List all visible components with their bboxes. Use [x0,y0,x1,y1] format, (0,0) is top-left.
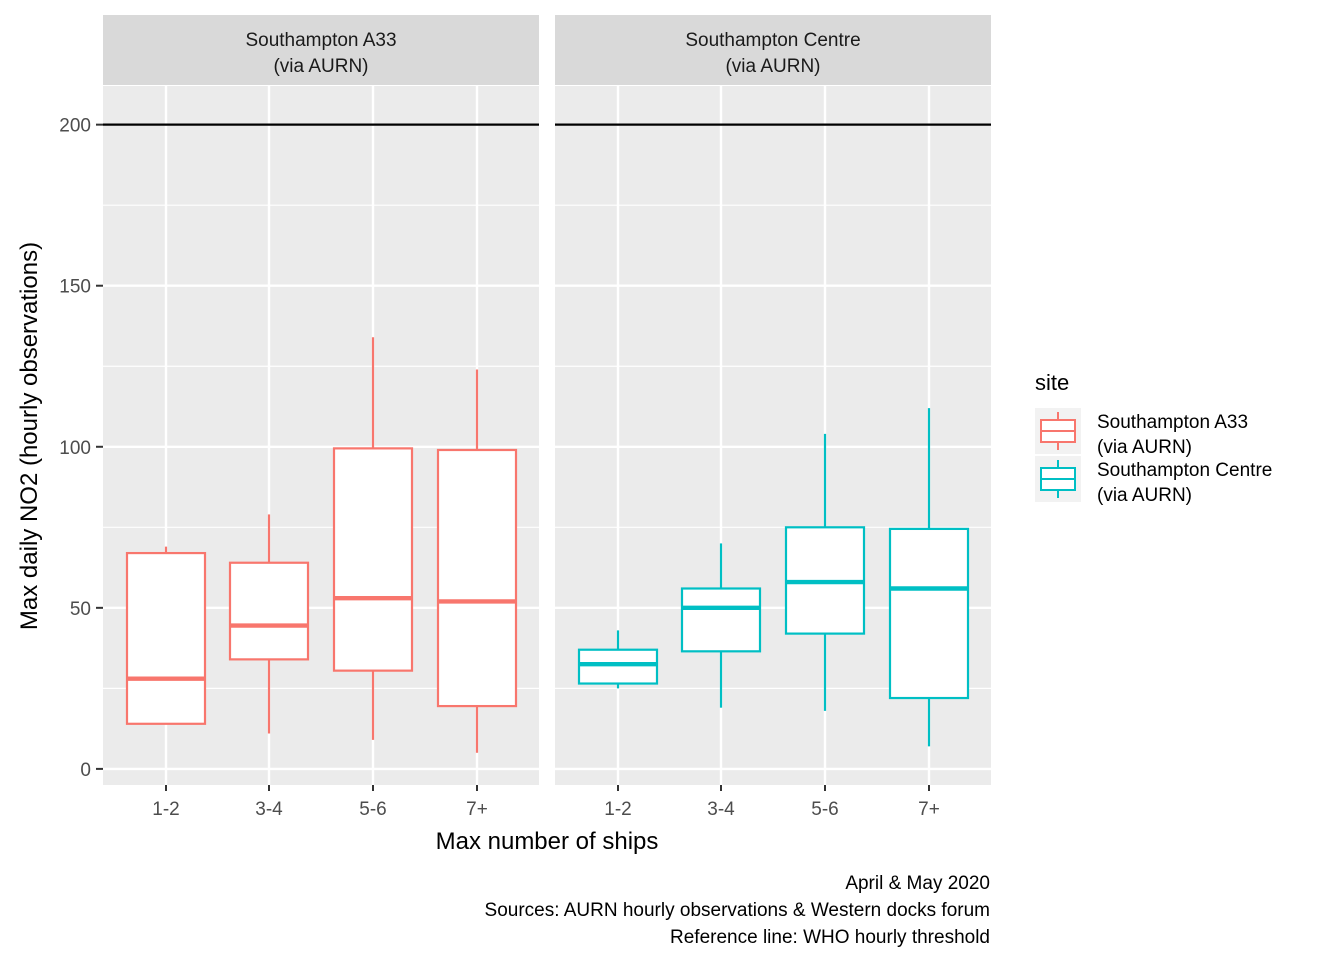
strip-label-line2: (via AURN) [725,56,820,77]
x-tick-label: 7+ [466,799,488,820]
legend: site Southampton A33(via AURN)Southampto… [1035,370,1272,506]
legend-label-line1: Southampton A33 [1097,412,1248,433]
x-tick-label: 5-6 [811,799,838,820]
legend-title: site [1035,370,1069,395]
caption-line: Sources: AURN hourly observations & West… [485,900,990,921]
x-tick-label: 3-4 [255,799,283,820]
y-tick-label: 150 [59,277,91,298]
y-tick-label: 100 [59,438,91,459]
x-tick-label: 7+ [918,799,940,820]
y-tick-label: 200 [59,116,91,137]
legend-label-line2: (via AURN) [1097,437,1192,458]
facet-panel: 1-2 3-4 5-6 7+ Southampton A33 (via AURN) [103,15,539,820]
strip-label-line1: Southampton Centre [685,30,860,51]
box-body [680,587,762,653]
x-tick-label: 3-4 [707,799,735,820]
x-tick-label: 5-6 [359,799,386,820]
y-tick-label: 50 [70,599,91,620]
facet-panel: 1-2 3-4 5-6 7+ Southampton Centre (via AURN) [555,15,991,820]
caption-line: April & May 2020 [845,873,990,894]
box-body [888,527,970,700]
y-axis: 0 50 100 150 200 [59,116,103,781]
box-1-2 [125,546,207,725]
box-5-6 [332,337,414,740]
legend-label-line1: Southampton Centre [1097,460,1272,481]
box-3-4 [228,514,310,734]
y-axis-label: Max daily NO2 (hourly observations) [16,242,43,630]
legend-entry: Southampton Centre (via AURN) [1035,456,1272,506]
x-tick-label: 1-2 [604,799,631,820]
legend-entry: Southampton A33 (via AURN) [1035,408,1248,458]
box-7+ [436,369,518,753]
box-body [228,561,310,661]
strip-background [103,15,539,85]
box-1-2 [577,630,659,689]
facet-panels: 1-2 3-4 5-6 7+ Southampton A33 (via AURN) 1-2 3… [103,15,991,820]
legend-label-line2: (via AURN) [1097,485,1192,506]
x-axis-label: Max number of ships [436,828,659,855]
x-tick-label: 1-2 [152,799,179,820]
strip-background [555,15,991,85]
box-body [577,648,659,685]
y-tick-label: 0 [80,760,91,781]
box-body [436,448,518,708]
box-5-6 [784,433,866,711]
strip-label-line2: (via AURN) [273,56,368,77]
box-3-4 [680,543,762,708]
box-body [332,447,414,672]
box-body [125,551,207,725]
caption-line: Reference line: WHO hourly threshold [670,927,990,948]
box-7+ [888,408,970,747]
caption: April & May 2020 Sources: AURN hourly obs… [485,873,990,948]
strip-label-line1: Southampton A33 [245,30,396,51]
